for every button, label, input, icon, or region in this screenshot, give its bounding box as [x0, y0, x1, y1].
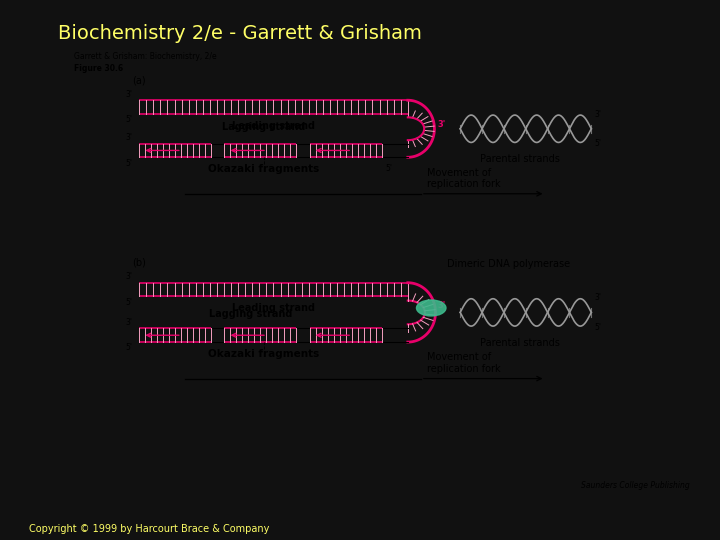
Text: Leading strand: Leading strand [232, 121, 315, 131]
Text: 3': 3' [125, 272, 132, 281]
Text: 5': 5' [385, 164, 392, 173]
Text: 5': 5' [125, 159, 132, 167]
Text: 3': 3' [125, 133, 132, 142]
Text: Garrett & Grisham: Biochemistry, 2/e: Garrett & Grisham: Biochemistry, 2/e [73, 52, 216, 62]
Text: Copyright © 1999 by Harcourt Brace & Company: Copyright © 1999 by Harcourt Brace & Com… [29, 523, 269, 534]
Text: (a): (a) [132, 75, 146, 85]
Text: Okazaki fragments: Okazaki fragments [208, 164, 319, 174]
Text: 5': 5' [125, 116, 132, 124]
Text: 3': 3' [438, 301, 446, 310]
Text: Biochemistry 2/e - Garrett & Grisham: Biochemistry 2/e - Garrett & Grisham [58, 24, 421, 43]
Text: Movement of
replication fork: Movement of replication fork [428, 167, 501, 189]
Text: Lagging strand: Lagging strand [209, 309, 292, 319]
Text: (b): (b) [132, 258, 146, 268]
Ellipse shape [416, 300, 446, 316]
Text: 5': 5' [125, 343, 132, 353]
Text: Okazaki fragments: Okazaki fragments [208, 349, 319, 359]
Text: 5': 5' [595, 139, 601, 148]
Text: 5': 5' [595, 322, 601, 332]
Text: Leading strand: Leading strand [232, 303, 315, 313]
Text: 3': 3' [438, 120, 446, 129]
Text: Lagging strand: Lagging strand [222, 122, 305, 132]
Text: Saunders College Publishing: Saunders College Publishing [581, 481, 690, 490]
Text: Figure 30.6: Figure 30.6 [73, 64, 123, 73]
Text: 3': 3' [125, 90, 132, 99]
Text: Dimeric DNA polymerase: Dimeric DNA polymerase [447, 259, 570, 269]
Text: 5': 5' [125, 298, 132, 307]
Text: Parental strands: Parental strands [480, 154, 559, 164]
Text: 3': 3' [595, 293, 601, 302]
Text: Movement of
replication fork: Movement of replication fork [428, 353, 501, 374]
Text: 3': 3' [125, 318, 132, 327]
Text: 3': 3' [595, 110, 601, 119]
Text: Parental strands: Parental strands [480, 338, 559, 348]
